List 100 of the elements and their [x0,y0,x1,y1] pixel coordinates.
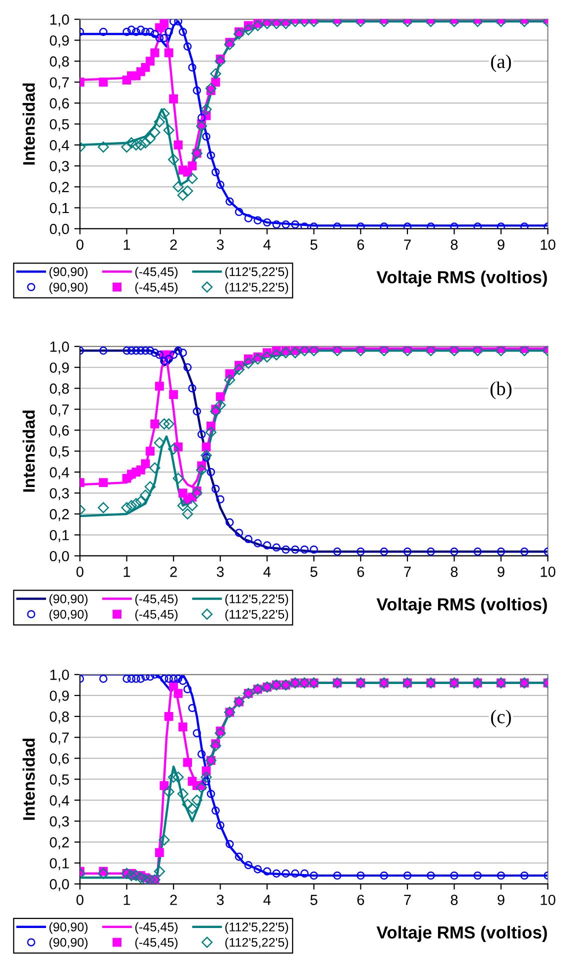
x-tick-label: 4 [263,566,271,577]
point [196,782,208,794]
point [146,446,155,456]
point [160,19,169,28]
x-tick-label: 1 [124,566,130,577]
legend-label: (112'5,22'5) [225,282,288,294]
point [150,419,160,428]
point [226,197,234,206]
x-axis-title: Voltaje RMS (voltios) [376,598,547,614]
point [146,56,155,66]
point [333,548,342,556]
legend-label: (-45,45) [135,282,178,294]
point [252,353,264,365]
x-tick-label: 5 [310,566,318,577]
x-tick-label: 8 [450,566,458,577]
point [200,772,212,783]
x-tick-label: 1 [124,894,130,905]
point [163,124,174,136]
point [99,674,108,683]
legend-label: (90,90) [49,938,88,950]
legend-label: (-45,45) [135,266,178,279]
point [160,34,168,42]
point [135,139,146,150]
point [244,214,252,222]
point [126,137,137,148]
point [121,142,132,153]
y-tick-label: 0,8 [50,383,69,396]
x-tick-label: 9 [498,240,504,250]
point [169,19,178,26]
y-tick-label: 0,9 [50,690,69,703]
point [242,24,254,36]
y-axis-title: Intensidad [22,83,35,165]
point [177,190,188,201]
point [144,133,156,144]
point [182,798,194,810]
legend-label: (112'5,22'5) [225,938,288,950]
point [136,674,145,683]
point [356,871,365,880]
x-tick-label: 8 [450,240,458,250]
point [154,437,166,448]
point [402,346,413,356]
point [126,500,137,512]
point [518,346,530,356]
point [163,786,174,798]
y-tick-label: 1,0 [50,670,69,682]
x-tick-label: 7 [404,566,411,577]
point [155,848,164,857]
x-tick-label: 7 [404,894,411,905]
point [141,674,150,681]
point [300,222,309,229]
legend-label: (90,90) [49,610,88,622]
point [210,740,222,752]
point [183,685,192,694]
point [211,78,220,87]
y-tick-label: 0,0 [50,224,69,236]
point [520,871,529,880]
y-tick-label: 0,6 [50,425,69,438]
y-tick-label: 0,9 [50,362,69,375]
point [496,222,506,229]
y-tick-label: 0,9 [50,35,69,48]
point [233,28,245,40]
y-tick-label: 0,7 [50,404,69,416]
point [186,500,198,512]
x-tick-label: 3 [216,240,224,250]
point [291,220,300,229]
point [132,28,140,36]
point [136,26,145,34]
x-axis-title: Voltaje RMS (voltios) [376,926,547,942]
point [214,728,226,739]
y-tick-label: 0,2 [50,509,69,522]
point [154,116,166,128]
point [254,539,262,548]
point [160,356,168,366]
point [160,674,168,683]
point [212,484,220,493]
annotation: (c) [491,710,511,728]
point [168,444,180,455]
point [224,38,236,50]
point [132,674,140,683]
point [206,151,216,160]
point [188,384,196,392]
point [197,430,206,438]
point [177,500,188,512]
point [212,806,220,815]
point [226,840,234,848]
point [450,871,458,880]
point [205,82,216,94]
y-tick-label: 0,4 [50,467,70,480]
point [272,220,281,229]
point [310,545,318,554]
point [98,142,109,153]
point [197,750,206,758]
point [496,548,506,556]
point [174,346,182,355]
y-tick-label: 0,6 [50,753,69,766]
point [262,867,272,876]
point [158,834,170,846]
point [300,545,309,554]
point [192,86,202,95]
point [98,478,108,487]
